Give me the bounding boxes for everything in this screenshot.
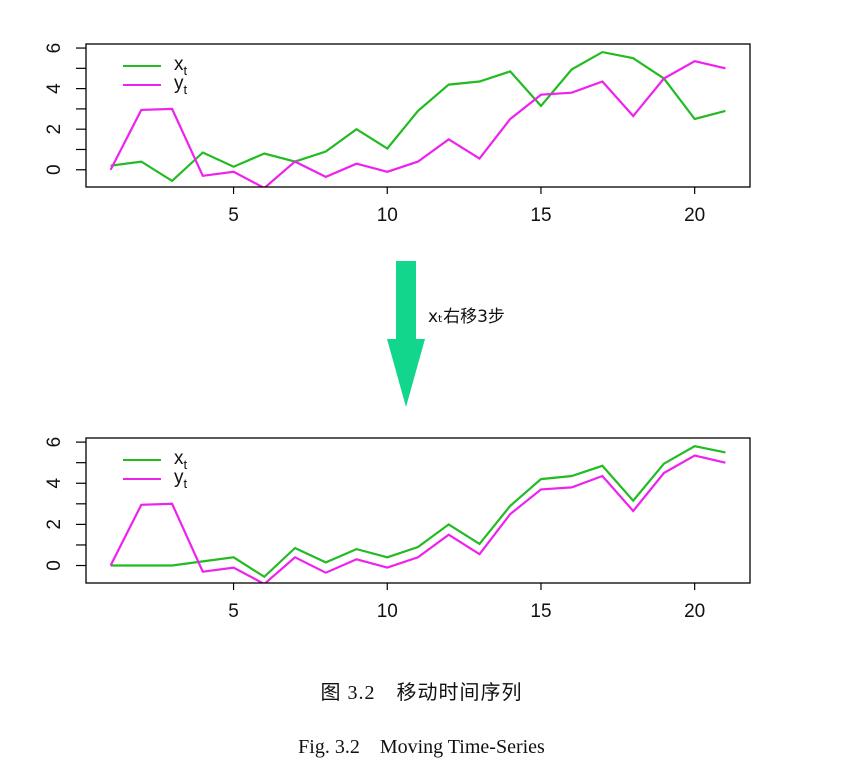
x-tick-label: 20 [684, 205, 705, 226]
y-tick-label: 4 [44, 83, 65, 94]
series-line-x-t [110, 50, 726, 183]
shift-label: xₜ右移3步 [428, 307, 505, 327]
legend-label-y-t: yt [174, 73, 188, 97]
y-tick-label: 4 [44, 478, 65, 489]
x-tick-label: 15 [530, 601, 551, 622]
x-tick-label: 5 [228, 601, 239, 622]
y-tick-label: 2 [44, 124, 65, 135]
legend-label-y-t: yt [174, 467, 188, 491]
plot-frame [85, 43, 751, 188]
y-tick-label: 0 [44, 560, 65, 571]
y-tick-label: 6 [44, 437, 65, 448]
shift-arrow [387, 261, 425, 407]
x-tick-label: 5 [228, 205, 239, 226]
figure-caption-english: Fig. 3.2 Moving Time-Series [298, 736, 545, 758]
series-line-x-t [110, 445, 726, 579]
x-tick-label: 20 [684, 601, 705, 622]
x-tick-label: 10 [377, 205, 398, 226]
arrow-head [387, 339, 425, 407]
series-line-y-t [109, 60, 726, 187]
plot-frame [85, 437, 751, 584]
arrow-shaft [396, 261, 416, 341]
series-line-y-t [109, 454, 726, 583]
y-tick-label: 6 [44, 43, 65, 54]
y-tick-label: 0 [44, 164, 65, 175]
legend-label-x-t: xt [174, 54, 188, 78]
figure-caption-chinese: 图 3.2 移动时间序列 [320, 682, 523, 704]
x-tick-label: 10 [377, 601, 398, 622]
x-tick-label: 15 [530, 205, 551, 226]
legend-label-x-t: xt [174, 448, 188, 472]
y-tick-label: 2 [44, 519, 65, 530]
